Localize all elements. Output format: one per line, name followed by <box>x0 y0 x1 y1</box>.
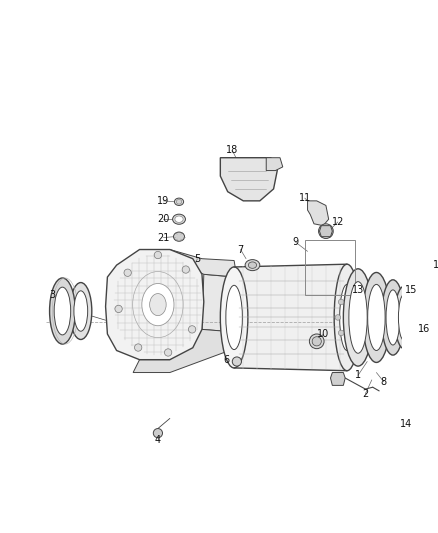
Polygon shape <box>319 225 332 237</box>
Ellipse shape <box>70 282 92 340</box>
Text: 10: 10 <box>317 329 329 339</box>
Polygon shape <box>234 264 347 370</box>
Ellipse shape <box>386 290 400 345</box>
Ellipse shape <box>173 214 185 224</box>
Circle shape <box>188 326 196 333</box>
Circle shape <box>350 299 356 305</box>
Circle shape <box>154 252 162 259</box>
Circle shape <box>339 299 344 305</box>
Ellipse shape <box>54 287 71 335</box>
Text: 2: 2 <box>362 389 368 399</box>
Text: 20: 20 <box>157 214 170 224</box>
Ellipse shape <box>49 278 75 344</box>
Text: 6: 6 <box>224 354 230 365</box>
Circle shape <box>182 266 190 273</box>
Polygon shape <box>133 329 237 373</box>
Ellipse shape <box>381 280 404 355</box>
Ellipse shape <box>363 272 390 362</box>
Circle shape <box>164 349 172 356</box>
Ellipse shape <box>226 285 242 350</box>
Circle shape <box>134 344 142 351</box>
Ellipse shape <box>399 295 410 341</box>
Polygon shape <box>220 158 277 201</box>
Ellipse shape <box>245 260 260 271</box>
Text: 11: 11 <box>299 193 311 203</box>
Ellipse shape <box>176 199 182 204</box>
Ellipse shape <box>395 286 413 349</box>
Text: 1: 1 <box>355 370 361 380</box>
Ellipse shape <box>175 216 183 222</box>
Text: 19: 19 <box>157 196 170 206</box>
Text: 12: 12 <box>332 217 344 227</box>
Ellipse shape <box>74 291 88 331</box>
Text: 16: 16 <box>418 325 430 334</box>
Circle shape <box>115 305 122 312</box>
Circle shape <box>232 357 241 366</box>
Text: 7: 7 <box>237 245 244 255</box>
Ellipse shape <box>405 290 421 345</box>
Ellipse shape <box>142 284 174 326</box>
Text: 21: 21 <box>157 232 170 243</box>
Text: 5: 5 <box>194 254 201 264</box>
Polygon shape <box>307 201 328 225</box>
Circle shape <box>318 224 333 238</box>
Circle shape <box>350 330 356 336</box>
Ellipse shape <box>174 198 184 205</box>
Text: 14: 14 <box>399 419 412 429</box>
Ellipse shape <box>349 281 367 353</box>
Circle shape <box>339 330 344 336</box>
Ellipse shape <box>428 297 438 337</box>
Ellipse shape <box>417 297 428 338</box>
Text: 17: 17 <box>433 260 438 270</box>
Text: 4: 4 <box>155 434 161 445</box>
Circle shape <box>309 334 324 349</box>
Ellipse shape <box>343 269 373 366</box>
Ellipse shape <box>220 267 248 368</box>
Circle shape <box>153 429 162 438</box>
Ellipse shape <box>340 285 354 351</box>
Ellipse shape <box>367 285 385 351</box>
Ellipse shape <box>173 232 184 241</box>
Ellipse shape <box>419 303 426 332</box>
Polygon shape <box>266 158 283 171</box>
Polygon shape <box>331 373 345 385</box>
Text: 9: 9 <box>293 237 299 247</box>
Ellipse shape <box>409 298 418 337</box>
Text: 3: 3 <box>49 290 55 301</box>
Circle shape <box>335 314 341 320</box>
Ellipse shape <box>334 264 360 370</box>
Polygon shape <box>106 249 204 360</box>
Text: 8: 8 <box>381 377 387 387</box>
Text: 13: 13 <box>352 285 364 295</box>
Circle shape <box>312 337 321 346</box>
Polygon shape <box>202 274 237 332</box>
Ellipse shape <box>248 262 257 268</box>
Circle shape <box>124 269 131 277</box>
Text: 15: 15 <box>405 285 417 295</box>
Ellipse shape <box>424 290 438 345</box>
Polygon shape <box>140 249 237 277</box>
Text: 18: 18 <box>226 146 238 155</box>
Ellipse shape <box>150 294 166 316</box>
